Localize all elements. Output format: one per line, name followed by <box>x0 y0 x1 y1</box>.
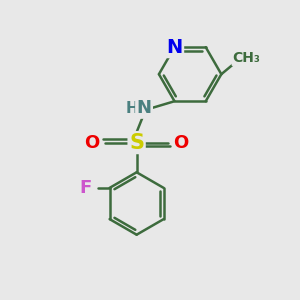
Text: S: S <box>129 133 144 153</box>
Text: H: H <box>126 101 139 116</box>
Text: CH₃: CH₃ <box>233 51 260 65</box>
Text: N: N <box>136 99 152 117</box>
Text: N: N <box>167 38 183 57</box>
Text: F: F <box>80 179 92 197</box>
Text: O: O <box>174 134 189 152</box>
Text: O: O <box>84 134 100 152</box>
